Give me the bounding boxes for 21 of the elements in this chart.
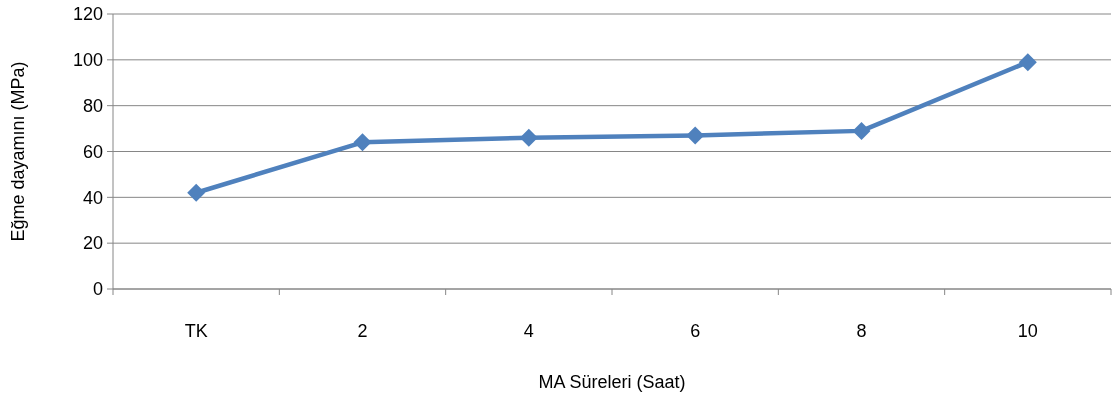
y-tick-label: 0 [92, 279, 103, 300]
y-tick-label: 40 [82, 187, 103, 208]
point [353, 133, 372, 152]
point [852, 121, 871, 140]
x-tick-label: 2 [357, 321, 368, 341]
point [187, 183, 206, 202]
y-tick-label: 20 [82, 233, 103, 254]
y-tick-label: 80 [82, 95, 103, 116]
point [686, 126, 705, 145]
x-tick-label: 4 [523, 321, 534, 341]
x-tick-label: 10 [1017, 321, 1038, 341]
x-axis-title: MA Süreleri (Saat) [538, 372, 686, 392]
point [1018, 53, 1037, 72]
y-tick-label: 100 [72, 50, 103, 71]
x-tick-label: 6 [690, 321, 701, 341]
point [519, 128, 538, 147]
x-tick-label: 8 [856, 321, 867, 341]
x-tick-label: TK [184, 321, 208, 341]
y-tick-label: 120 [72, 4, 103, 25]
y-axis-title: Eğme dayamını (MPa) [8, 61, 28, 242]
y-tick-label: 60 [82, 141, 103, 162]
